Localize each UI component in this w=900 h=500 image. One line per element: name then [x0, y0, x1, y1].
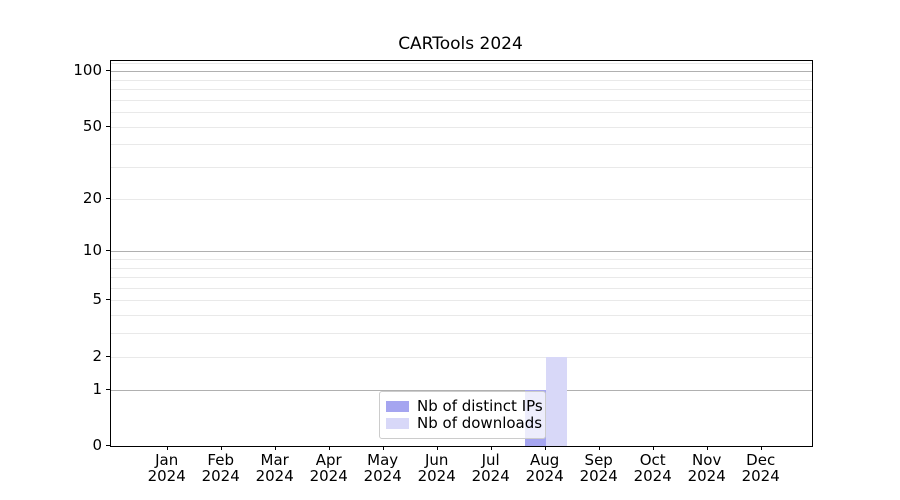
x-tick-label-apr: Apr 2024	[299, 452, 359, 484]
x-tick-year: 2024	[309, 467, 348, 485]
gridline-minor-2	[111, 356, 812, 358]
x-tick-month: Dec	[746, 451, 776, 469]
gridline-minor-60	[111, 112, 812, 113]
gridline-minor-30	[111, 167, 812, 168]
x-tick-label-jan: Jan 2024	[137, 452, 197, 484]
y-tick-label-2: 2	[92, 346, 102, 365]
y-tick-label-50: 50	[82, 116, 102, 135]
x-tick-year: 2024	[525, 467, 564, 485]
legend-item-downloads: Nb of downloads	[386, 415, 545, 432]
gridline-minor-90	[111, 79, 812, 81]
x-tick-year: 2024	[147, 467, 186, 485]
legend-item-distinct-ips: Nb of distinct IPs	[386, 398, 545, 415]
x-tick-month: May	[367, 451, 399, 469]
gridline-minor-7	[111, 277, 812, 278]
x-tick-year: 2024	[417, 467, 456, 485]
x-tick-month: Mar	[260, 451, 289, 469]
y-tick-mark-100	[106, 70, 110, 71]
chart-title: CARTools 2024	[398, 34, 523, 54]
y-tick-label-5: 5	[92, 290, 102, 309]
x-tick-month: Oct	[639, 451, 666, 469]
x-tick-mark-jan	[166, 446, 168, 450]
y-tick-mark-1	[106, 388, 110, 390]
y-tick-mark-20	[106, 197, 110, 199]
bar-nb-of-downloads-aug	[545, 356, 567, 446]
x-tick-mark-may	[382, 446, 384, 450]
gridline-minor-50	[111, 126, 812, 128]
x-tick-mark-nov	[706, 446, 708, 450]
gridline-major-1	[111, 389, 812, 391]
x-tick-mark-oct	[652, 446, 654, 450]
x-tick-label-oct: Oct 2024	[623, 452, 683, 484]
x-tick-year: 2024	[633, 467, 672, 485]
plot-area: Nb of distinct IPs Nb of downloads	[110, 60, 813, 447]
x-tick-label-feb: Feb 2024	[191, 452, 251, 484]
legend-label-distinct-ips: Nb of distinct IPs	[417, 397, 543, 415]
x-tick-year: 2024	[255, 467, 294, 485]
x-tick-year: 2024	[579, 467, 618, 485]
x-tick-year: 2024	[471, 467, 510, 485]
x-tick-mark-aug	[544, 446, 546, 450]
gridline-major-10	[111, 251, 812, 253]
gridline-minor-80	[111, 88, 812, 90]
x-tick-label-jul: Jul 2024	[461, 452, 521, 484]
gridline-major-100	[111, 71, 812, 72]
gridline-minor-4	[111, 315, 812, 317]
y-tick-label-20: 20	[82, 188, 102, 207]
y-tick-label-0: 0	[92, 436, 102, 454]
x-tick-mark-jun	[436, 446, 438, 450]
y-tick-mark-10	[106, 250, 110, 252]
y-tick-label-10: 10	[82, 241, 102, 260]
x-tick-mark-feb	[220, 446, 222, 450]
x-tick-label-sep: Sep 2024	[569, 452, 629, 484]
gridline-minor-70	[111, 99, 812, 101]
x-tick-year: 2024	[741, 467, 780, 485]
x-tick-mark-jul	[490, 446, 492, 450]
x-tick-label-jun: Jun 2024	[407, 452, 467, 484]
y-tick-mark-2	[106, 355, 110, 357]
x-tick-label-aug: Aug 2024	[515, 452, 575, 484]
y-tick-label-100: 100	[73, 61, 102, 79]
legend-swatch-downloads	[386, 418, 409, 429]
x-tick-year: 2024	[363, 467, 402, 485]
x-tick-month: Aug	[530, 451, 560, 469]
legend-label-downloads: Nb of downloads	[417, 414, 543, 432]
gridline-minor-9	[111, 258, 812, 260]
gridline-minor-20	[111, 198, 812, 200]
x-tick-month: Jul	[481, 451, 500, 469]
x-tick-month: Sep	[584, 451, 613, 469]
legend-swatch-distinct-ips	[386, 401, 409, 412]
x-tick-mark-sep	[598, 446, 600, 450]
y-tick-mark-50	[106, 125, 110, 127]
x-tick-year: 2024	[687, 467, 726, 485]
x-tick-month: Feb	[207, 451, 234, 469]
x-tick-mark-dec	[760, 446, 762, 450]
x-tick-year: 2024	[201, 467, 240, 485]
gridline-minor-6	[111, 287, 812, 289]
x-tick-label-nov: Nov 2024	[677, 452, 737, 484]
gridline-minor-40	[111, 144, 812, 146]
gridline-minor-5	[111, 300, 812, 302]
gridline-minor-3	[111, 333, 812, 335]
gridline-minor-8	[111, 267, 812, 269]
y-tick-mark-0	[106, 445, 110, 446]
x-tick-month: Jan	[155, 451, 179, 469]
x-tick-mark-mar	[274, 446, 276, 450]
x-tick-month: Apr	[315, 451, 342, 469]
x-tick-month: Jun	[424, 451, 449, 469]
x-tick-month: Nov	[692, 451, 722, 469]
legend: Nb of distinct IPs Nb of downloads	[379, 391, 546, 439]
y-tick-label-1: 1	[92, 379, 102, 398]
x-tick-label-mar: Mar 2024	[245, 452, 305, 484]
x-tick-label-may: May 2024	[353, 452, 413, 484]
x-tick-label-dec: Dec 2024	[731, 452, 791, 484]
y-tick-mark-5	[106, 299, 110, 301]
gridline-minor-110	[111, 63, 812, 65]
x-tick-mark-apr	[328, 446, 330, 450]
